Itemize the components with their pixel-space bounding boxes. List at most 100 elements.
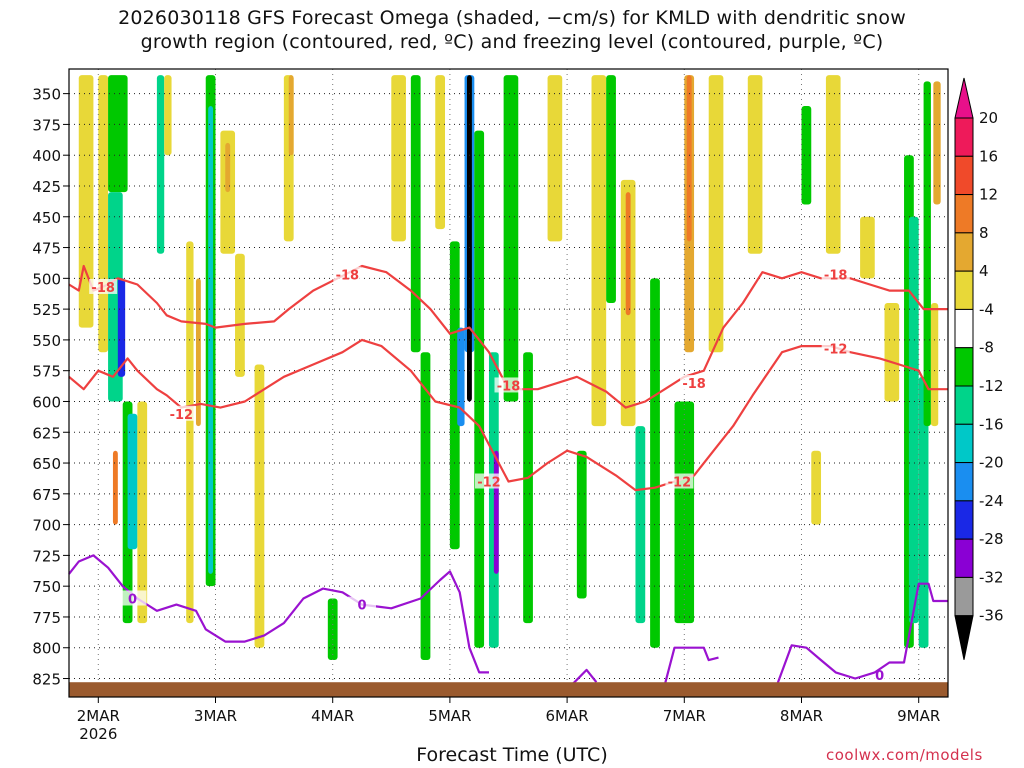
y-tick-label: 375	[32, 116, 61, 134]
omega-band	[466, 75, 472, 402]
contour-line	[68, 338, 948, 492]
colorbar-swatch	[954, 347, 974, 387]
y-tick-label: 700	[32, 517, 61, 535]
terrain-fill	[69, 682, 948, 697]
colorbar-swatch	[954, 232, 974, 272]
contour-label-bg	[474, 473, 503, 489]
x-tick-label: 7MAR	[663, 707, 706, 725]
contour-label: -12	[824, 343, 848, 358]
colorbar-top-arrow	[954, 77, 974, 119]
contour-label-bg	[167, 405, 196, 421]
colorbar-bottom-arrow	[954, 615, 974, 660]
y-tick-label: 425	[32, 178, 61, 196]
contour-label: 0	[875, 669, 884, 684]
colorbar-label: 8	[979, 224, 989, 242]
omega-band	[591, 75, 607, 427]
omega-band	[98, 75, 109, 353]
omega-band	[391, 75, 406, 242]
omega-band	[884, 302, 900, 402]
contour-label: -18	[91, 281, 115, 296]
terrain	[69, 682, 948, 697]
omega-band	[523, 352, 533, 624]
y-tick-label: 600	[32, 393, 61, 411]
omega-band	[449, 241, 460, 550]
x-tick-label: 6MAR	[546, 707, 589, 725]
colorbar-swatch	[954, 576, 974, 617]
contour-line	[68, 554, 489, 674]
omega-band	[576, 450, 587, 599]
colorbar-label: -4	[979, 300, 994, 318]
site-credit: coolwx.com/models	[826, 746, 983, 764]
contour-line	[571, 668, 598, 686]
colorbar-label: -32	[979, 568, 1004, 586]
y-tick-label: 800	[32, 640, 61, 658]
x-tick-label: 3MAR	[194, 707, 237, 725]
y-tick-label: 825	[32, 671, 61, 689]
x-tick-label: 2MAR	[77, 707, 120, 725]
colorbar-swatch	[954, 117, 974, 157]
omega-band	[410, 75, 421, 353]
colorbar-label: -8	[979, 339, 994, 357]
contour-label: -18	[824, 269, 848, 284]
y-tick-label: 475	[32, 240, 61, 258]
omega-band	[674, 401, 695, 624]
omega-band	[825, 75, 841, 254]
y-tick-label: 750	[32, 578, 61, 596]
omega-band	[606, 75, 616, 303]
omega-band	[78, 75, 94, 328]
omega-band	[923, 81, 931, 427]
colorbar: 20 16 12 8 4 -4 -8 -12 -16 -20 -24 -28 -32 -36	[954, 77, 1004, 660]
chart-title-line1: 2026030118 GFS Forecast Omega (shaded, −…	[118, 7, 906, 29]
omega-band	[860, 216, 875, 279]
omega-band	[225, 142, 231, 193]
contour-label: 0	[128, 592, 137, 607]
colorbar-label: 16	[979, 147, 998, 165]
y-tick-label: 350	[32, 86, 61, 104]
omega-band	[164, 75, 172, 156]
omega-band	[930, 302, 939, 427]
contour-lines: -18 -18 -18 -18 -18 -12 -12 -12 -12 0 0 0	[68, 264, 948, 686]
x-tick-year: 2026	[79, 725, 117, 743]
y-tick-label: 500	[32, 270, 61, 288]
contour-label-bg	[333, 266, 362, 282]
contour-label-bg	[89, 278, 118, 294]
y-tick-label: 725	[32, 547, 61, 565]
y-tick-label: 525	[32, 301, 61, 319]
omega-band	[686, 75, 692, 242]
colorbar-label: -36	[979, 607, 1004, 625]
contour-label: -12	[668, 476, 692, 491]
contour-label: -12	[477, 476, 501, 491]
colorbar-swatch	[954, 538, 974, 578]
contour-label: -18	[497, 379, 521, 394]
colorbar-swatch	[954, 270, 974, 310]
colorbar-label: 4	[979, 262, 989, 280]
omega-band	[708, 75, 724, 353]
contour-line	[776, 582, 948, 686]
colorbar-label: -12	[979, 377, 1004, 395]
omega-band	[933, 81, 941, 205]
y-tick-label: 575	[32, 363, 61, 381]
omega-band	[288, 75, 294, 156]
omega-band	[235, 253, 245, 377]
contour-label: -18	[336, 269, 360, 284]
y-tick-label: 550	[32, 332, 61, 350]
omega-band	[127, 413, 138, 550]
contour-label-bg	[665, 473, 694, 489]
contour-line	[663, 646, 719, 685]
colorbar-label: -20	[979, 454, 1004, 472]
omega-band	[503, 75, 519, 402]
omega-band	[254, 364, 265, 648]
y-tick-label: 650	[32, 455, 61, 473]
contour-label-bg	[821, 266, 850, 282]
y-tick-label: 675	[32, 486, 61, 504]
colorbar-label: -16	[979, 415, 1004, 433]
omega-band	[108, 75, 128, 193]
colorbar-swatch	[954, 423, 974, 464]
contour-label-bg	[494, 377, 523, 393]
colorbar-label: 12	[979, 186, 998, 204]
chart-title: 2026030118 GFS Forecast Omega (shaded, −…	[0, 6, 1024, 54]
chart-title-line2: growth region (contoured, red, ºC) and f…	[140, 31, 884, 53]
y-tick-label: 400	[32, 147, 61, 165]
